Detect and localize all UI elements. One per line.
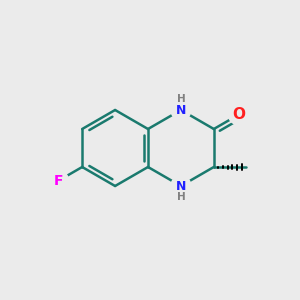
Text: N: N xyxy=(176,179,186,193)
Text: O: O xyxy=(232,107,245,122)
Circle shape xyxy=(171,176,191,196)
Circle shape xyxy=(171,100,191,120)
Circle shape xyxy=(229,105,248,125)
Text: H: H xyxy=(176,192,185,202)
Text: N: N xyxy=(176,103,186,116)
Text: F: F xyxy=(54,174,63,188)
Circle shape xyxy=(49,171,68,191)
Text: H: H xyxy=(176,94,185,104)
